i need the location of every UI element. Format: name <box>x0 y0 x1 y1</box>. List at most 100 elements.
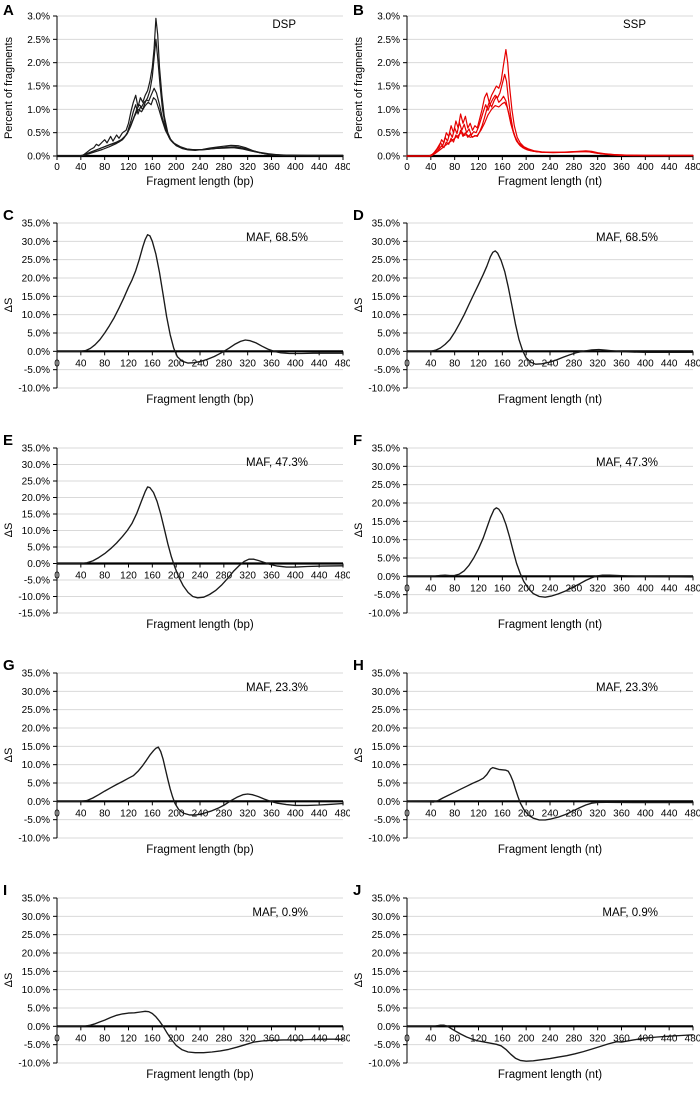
chart-dsp-distribution: 0.0% 0.5% 1.0% 1.5% 2.0% 2.5% 3.0% 0 40 80 120 160 2… <box>27 12 350 174</box>
y-tick-label: -5.0% <box>374 815 400 826</box>
series-line-deltaS <box>56 1010 344 1054</box>
x-tick-label: 80 <box>99 1033 111 1044</box>
x-tick-label: 0 <box>404 808 410 819</box>
x-tick-label: 160 <box>494 1033 511 1044</box>
x-tick-label: 440 <box>661 583 678 594</box>
series-annotation: SSP <box>622 19 646 31</box>
x-tick-label: 440 <box>661 808 678 819</box>
x-tick-label: 400 <box>637 358 654 369</box>
series-annotation: MAF, 68.5% <box>246 232 308 244</box>
x-tick-label: 80 <box>449 358 461 369</box>
y-tick-label: 20.0% <box>372 949 400 960</box>
x-tick-label: 480 <box>335 358 350 369</box>
x-axis-title: Fragment length (bp) <box>146 844 254 856</box>
x-axis-title: Fragment length (bp) <box>146 394 254 406</box>
x-tick-label: 280 <box>565 583 582 594</box>
y-tick-label: 0.5% <box>27 128 50 139</box>
x-tick-label: 360 <box>263 1033 280 1044</box>
y-tick-label: 25.0% <box>372 705 400 716</box>
x-tick-label: 120 <box>120 571 137 582</box>
y-tick-label: -5.0% <box>24 365 50 376</box>
y-tick-label: 15.0% <box>22 742 50 753</box>
x-tick-label: 200 <box>168 808 185 819</box>
x-tick-label: 80 <box>99 808 111 819</box>
x-tick-label: 200 <box>518 1033 535 1044</box>
panel-letter: A <box>3 2 14 19</box>
x-tick-label: 400 <box>637 583 654 594</box>
y-tick-label: 0.0% <box>27 347 50 358</box>
x-tick-label: 120 <box>120 358 137 369</box>
y-tick-label: -5.0% <box>24 576 50 587</box>
y-tick-label: 5.0% <box>27 543 50 554</box>
panel-a: A Percent of fragments 0.0% 0.5% 1.0% 1.5% 2… <box>0 0 350 205</box>
x-tick-label: 440 <box>311 808 328 819</box>
x-tick-label: 480 <box>685 583 700 594</box>
y-tick-label: 30.0% <box>372 237 400 248</box>
x-tick-label: 320 <box>589 1033 606 1044</box>
series-annotation: MAF, 0.9% <box>602 907 658 919</box>
series-annotation: MAF, 0.9% <box>252 907 308 919</box>
y-tick-label: 0.0% <box>377 1022 400 1033</box>
x-tick-label: 0 <box>54 162 60 173</box>
x-tick-label: 400 <box>637 808 654 819</box>
y-tick-label: 20.0% <box>372 274 400 285</box>
panel-letter: E <box>3 432 14 449</box>
y-tick-label: 30.0% <box>22 460 50 471</box>
panel-letter: J <box>353 882 362 899</box>
x-tick-label: 0 <box>404 583 410 594</box>
x-tick-label: 320 <box>589 358 606 369</box>
x-tick-label: 120 <box>470 162 487 173</box>
series-line-deltaS <box>406 766 694 821</box>
x-tick-label: 80 <box>449 583 461 594</box>
y-tick-label: 5.0% <box>377 329 400 340</box>
y-tick-label: 0.0% <box>27 1022 50 1033</box>
x-tick-label: 480 <box>685 162 700 173</box>
series-annotation: MAF, 47.3% <box>246 457 308 469</box>
series-line-deltaS <box>406 1024 694 1062</box>
x-tick-label: 40 <box>425 358 437 369</box>
chart-deltas-maf-47-nt: -10.0% -5.0% 0.0% 5.0% 10.0% 15.0% 20.0% 25.0% 3… <box>368 444 700 620</box>
y-tick-label: -10.0% <box>368 834 400 845</box>
y-tick-label: 25.0% <box>22 477 50 488</box>
x-tick-label: 0 <box>54 571 60 582</box>
y-tick-label: 15.0% <box>22 967 50 978</box>
x-tick-label: 320 <box>239 162 256 173</box>
x-tick-label: 240 <box>542 162 559 173</box>
y-tick-label: 25.0% <box>22 930 50 941</box>
x-tick-label: 280 <box>215 358 232 369</box>
x-tick-label: 240 <box>542 358 559 369</box>
x-tick-label: 480 <box>685 808 700 819</box>
x-tick-label: 320 <box>239 808 256 819</box>
x-tick-label: 240 <box>192 1033 209 1044</box>
x-tick-label: 480 <box>685 1033 700 1044</box>
y-tick-label: 35.0% <box>372 444 400 455</box>
x-tick-label: 40 <box>75 808 87 819</box>
x-tick-label: 160 <box>144 1033 161 1044</box>
x-tick-label: 480 <box>335 571 350 582</box>
y-tick-label: 10.0% <box>372 985 400 996</box>
x-tick-label: 160 <box>494 358 511 369</box>
y-tick-label: 10.0% <box>22 526 50 537</box>
y-tick-label: -15.0% <box>18 609 50 620</box>
y-tick-label: -5.0% <box>24 815 50 826</box>
y-tick-label: 3.0% <box>27 12 50 23</box>
x-tick-label: 40 <box>425 583 437 594</box>
y-tick-label: 15.0% <box>372 517 400 528</box>
x-axis-title: Fragment length (bp) <box>146 619 254 631</box>
y-tick-label: 10.0% <box>372 310 400 321</box>
y-tick-label: 30.0% <box>372 462 400 473</box>
y-tick-label: 0.0% <box>27 559 50 570</box>
x-tick-label: 40 <box>75 571 87 582</box>
y-tick-label: 15.0% <box>372 292 400 303</box>
series-annotation: MAF, 47.3% <box>596 457 658 469</box>
x-tick-label: 120 <box>470 1033 487 1044</box>
panel-letter: C <box>3 207 14 224</box>
x-tick-label: 280 <box>565 808 582 819</box>
x-axis-title: Fragment length (nt) <box>497 1069 603 1081</box>
panel-letter: H <box>353 657 364 674</box>
chart-deltas-maf-47-bp: -15.0% -10.0% -5.0% 0.0% 5.0% 10.0% 15.0% 20.0%… <box>18 444 350 620</box>
y-tick-label: 5.0% <box>27 329 50 340</box>
x-tick-label: 40 <box>425 808 437 819</box>
x-tick-label: 440 <box>311 162 328 173</box>
y-tick-label: 5.0% <box>377 554 400 565</box>
